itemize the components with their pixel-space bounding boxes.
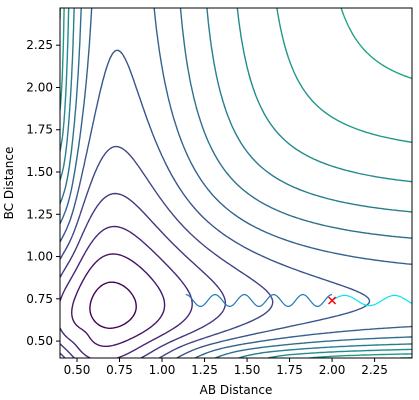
plot-frame [59,7,413,359]
y-tick-label: 1.75 [26,123,53,137]
x-tick-label: 2.25 [361,363,388,377]
x-tick-label: 1.75 [276,363,303,377]
y-tick-label: 2.25 [26,38,53,52]
x-axis-label: AB Distance [200,383,273,397]
reference-path [331,294,412,307]
y-axis-label: BC Distance [2,147,16,220]
y-tick-label: 1.50 [26,165,53,179]
y-tick-label: 0.75 [26,292,53,306]
contour-level-4 [60,192,227,358]
y-tick-label: 1.00 [26,250,53,264]
y-tick-label: 2.00 [26,80,53,94]
contour-level-12 [60,8,412,358]
contour-level-3 [60,225,193,358]
contour-lines [60,8,412,358]
x-axis-ticks: 0.50 0.75 1.00 1.25 1.50 1.75 2.00 2.25 [64,358,388,377]
y-axis-ticks: 0.50 0.75 1.00 1.25 1.50 1.75 2.00 2.25 [26,38,60,348]
x-tick-label: 1.00 [149,363,176,377]
trajectory-path [185,294,333,307]
contour-level-1 [89,281,137,329]
x-tick-label: 0.75 [106,363,133,377]
trajectory-layer [185,294,412,307]
contour-level-11 [60,8,412,358]
y-tick-label: 1.25 [26,207,53,221]
x-tick-label: 1.50 [234,363,261,377]
y-tick-label: 0.50 [26,334,53,348]
x-tick-label: 1.25 [191,363,218,377]
contour-level-2 [71,253,166,347]
x-tick-label: 0.50 [64,363,91,377]
x-tick-label: 2.00 [319,363,346,377]
contour-level-5 [60,145,274,358]
start-marker [328,296,337,305]
